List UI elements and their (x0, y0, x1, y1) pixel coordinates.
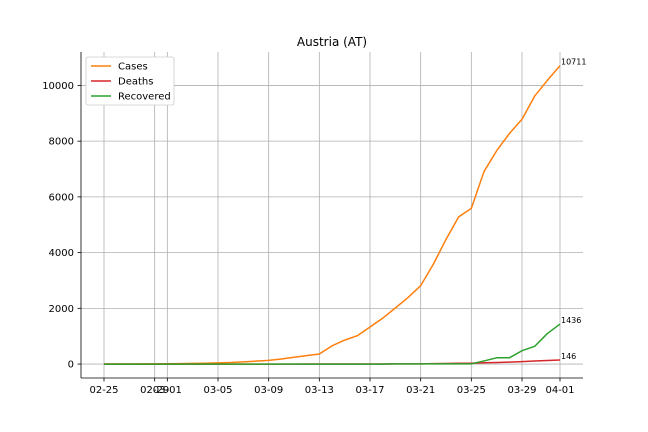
legend-label-deaths: Deaths (118, 77, 153, 88)
x-tick-label: 03-05 (203, 385, 232, 396)
x-tick-label: 03-17 (355, 385, 384, 396)
axes (80, 52, 583, 379)
y-tick-label: 10000 (42, 81, 74, 92)
y-tick-label: 4000 (49, 248, 74, 259)
y-tick-label: 2000 (49, 304, 74, 315)
series-line-recovered (104, 323, 561, 365)
x-tick-label: 02-25 (89, 385, 118, 396)
x-tick-label: 04-01 (545, 385, 574, 396)
series-line-cases (104, 65, 561, 365)
chart-title: Austria (AT) (297, 35, 367, 49)
x-tick-label: 03-25 (457, 385, 486, 396)
x-tick-label: 03-21 (406, 385, 435, 396)
legend-box (85, 56, 175, 106)
end-label-deaths: 146 (561, 352, 576, 361)
y-tick-label: 0 (68, 360, 74, 371)
x-tick-label: 02-29 (140, 385, 169, 396)
x-tick-label: 03-09 (254, 385, 283, 396)
legend: Cases Deaths Recovered (85, 56, 175, 106)
legend-label-recovered: Recovered (118, 92, 171, 103)
y-tick-label: 6000 (49, 192, 74, 203)
legend-label-cases: Cases (118, 62, 148, 73)
x-tick-label: 03-29 (507, 385, 536, 396)
series-lines (104, 65, 561, 365)
y-tick-label: 8000 (49, 137, 74, 148)
end-label-recovered: 1436 (561, 316, 581, 325)
x-tick-label: 03-01 (153, 385, 182, 396)
end-label-cases: 10711 (561, 58, 586, 67)
x-tick-label: 03-13 (305, 385, 334, 396)
end-labels: 10711 146 1436 (561, 58, 586, 361)
